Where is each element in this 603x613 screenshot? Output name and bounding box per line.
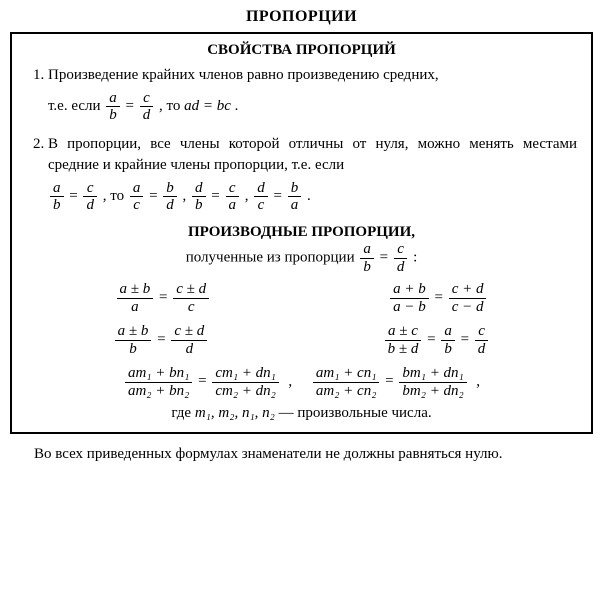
where-b: — произвольные числа. bbox=[275, 405, 432, 421]
derived-title: ПРОИЗВОДНЫЕ ПРОПОРЦИИ, bbox=[26, 224, 577, 241]
derived-sub-b: : bbox=[413, 249, 417, 265]
eq-row-1: a ± ba = c ± dc a + ba − b = c + dc − d bbox=[26, 281, 577, 315]
eq-2-2: a ± cb ± d = ab = cd bbox=[383, 323, 491, 357]
property-1: Произведение крайних членов равно произв… bbox=[48, 65, 577, 124]
frac-c-a: ca bbox=[226, 180, 240, 214]
frac-d-c: dc bbox=[254, 180, 268, 214]
frac-d-b: db bbox=[192, 180, 206, 214]
frac-base2: cd bbox=[394, 241, 408, 275]
property-2: В пропорции, все члены которой отличны о… bbox=[48, 134, 577, 214]
eq-2-1: a ± bb = c ± dd bbox=[113, 323, 210, 357]
derived-sub-a: полученные из пропорции bbox=[186, 249, 359, 265]
p2-text-c: , bbox=[183, 188, 191, 204]
eq-1-2: a + ba − b = c + dc − d bbox=[388, 281, 488, 315]
subtitle: СВОЙСТВА ПРОПОРЦИЙ bbox=[26, 42, 577, 59]
page-title: ПРОПОРЦИИ bbox=[10, 8, 593, 26]
frac-base: ab bbox=[360, 241, 374, 275]
where-a: где bbox=[171, 405, 194, 421]
frac-a-b: ab bbox=[106, 90, 120, 124]
properties-box: СВОЙСТВА ПРОПОРЦИЙ Произведение крайних … bbox=[10, 32, 593, 434]
eq-3-2: am₁ + cn₁am₂ + cn₂ = bm₁ + dn₁bm₂ + dn₂ bbox=[311, 373, 473, 389]
frac-a-b-2: ab bbox=[50, 180, 64, 214]
properties-list: Произведение крайних членов равно произв… bbox=[26, 65, 577, 214]
eq-row-2: a ± bb = c ± dd a ± cb ± d = ab = cd bbox=[26, 323, 577, 357]
where-line: где m₁, m₂, n₁, n₂ — произвольные числа. bbox=[26, 405, 577, 422]
p2-text-d: , bbox=[245, 188, 253, 204]
p1-text-d: . bbox=[235, 98, 239, 114]
eq-row-3: am₁ + bn₁am₂ + bn₂ = cm₁ + dn₁cm₂ + dn₂ … bbox=[26, 365, 577, 399]
eq-3-1: am₁ + bn₁am₂ + bn₂ = cm₁ + dn₁cm₂ + dn₂ bbox=[123, 373, 285, 389]
p2-text-a: В пропорции, все члены которой отличны о… bbox=[48, 136, 577, 173]
p1-text-c: , то bbox=[159, 98, 184, 114]
frac-a-c: ac bbox=[130, 180, 144, 214]
where-vars: m₁, m₂, n₁, n₂ bbox=[195, 405, 275, 421]
p2-text-e: . bbox=[307, 188, 311, 204]
p1-text-b: т.е. если bbox=[48, 98, 104, 114]
derived-subtitle: полученные из пропорции ab = cd : bbox=[26, 241, 577, 275]
frac-c-d-2: cd bbox=[83, 180, 97, 214]
frac-b-d: bd bbox=[163, 180, 177, 214]
p2-text-b: , то bbox=[103, 188, 128, 204]
frac-c-d: cd bbox=[140, 90, 154, 124]
p1-adbc: ad = bc bbox=[184, 98, 231, 114]
p1-text-a: Произведение крайних членов равно произв… bbox=[48, 67, 439, 83]
footer-note: Во всех приведенных формулах знаменатели… bbox=[10, 444, 593, 465]
frac-b-a: ba bbox=[288, 180, 302, 214]
eq-1-1: a ± ba = c ± dc bbox=[115, 281, 212, 315]
